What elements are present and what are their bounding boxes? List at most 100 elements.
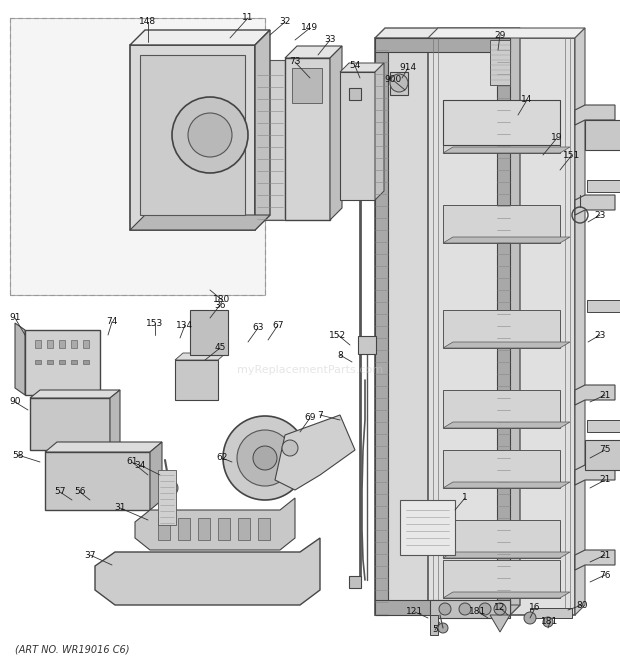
Text: 29: 29 bbox=[494, 30, 506, 40]
Polygon shape bbox=[275, 415, 355, 490]
Text: 61: 61 bbox=[126, 457, 138, 467]
Bar bbox=[358, 336, 376, 354]
Text: 45: 45 bbox=[215, 344, 226, 352]
Bar bbox=[71, 340, 77, 348]
Text: 76: 76 bbox=[600, 570, 611, 580]
Polygon shape bbox=[587, 180, 620, 192]
Polygon shape bbox=[30, 398, 110, 450]
Circle shape bbox=[162, 480, 178, 496]
Circle shape bbox=[253, 446, 277, 470]
Polygon shape bbox=[285, 58, 330, 220]
Text: 57: 57 bbox=[55, 488, 66, 496]
Polygon shape bbox=[175, 360, 218, 400]
Bar bbox=[349, 88, 361, 100]
Text: 14: 14 bbox=[521, 95, 533, 104]
Circle shape bbox=[524, 612, 536, 624]
Text: 37: 37 bbox=[84, 551, 95, 559]
Text: 32: 32 bbox=[280, 17, 291, 26]
Polygon shape bbox=[585, 440, 620, 470]
Polygon shape bbox=[285, 46, 342, 58]
Text: 11: 11 bbox=[242, 13, 254, 22]
Polygon shape bbox=[443, 237, 570, 243]
Polygon shape bbox=[443, 115, 560, 153]
Polygon shape bbox=[443, 422, 570, 428]
Polygon shape bbox=[110, 390, 120, 450]
Polygon shape bbox=[510, 28, 520, 615]
Polygon shape bbox=[150, 442, 162, 510]
Text: 19: 19 bbox=[551, 134, 563, 143]
Bar bbox=[158, 518, 170, 540]
Text: 21: 21 bbox=[600, 475, 611, 485]
Polygon shape bbox=[443, 147, 570, 153]
Polygon shape bbox=[587, 300, 620, 312]
Polygon shape bbox=[587, 420, 620, 432]
Circle shape bbox=[602, 130, 612, 140]
Bar bbox=[158, 470, 176, 525]
Text: 31: 31 bbox=[114, 504, 126, 512]
Polygon shape bbox=[375, 28, 520, 38]
Polygon shape bbox=[443, 342, 570, 348]
Polygon shape bbox=[375, 38, 510, 615]
Polygon shape bbox=[428, 28, 585, 38]
Text: 151: 151 bbox=[564, 151, 580, 159]
Polygon shape bbox=[45, 442, 162, 452]
Text: 54: 54 bbox=[349, 61, 361, 71]
Text: 75: 75 bbox=[600, 446, 611, 455]
Circle shape bbox=[237, 430, 293, 486]
Text: 12: 12 bbox=[494, 603, 506, 613]
Polygon shape bbox=[255, 60, 285, 220]
Polygon shape bbox=[443, 520, 560, 558]
Text: 34: 34 bbox=[135, 461, 146, 469]
Polygon shape bbox=[585, 120, 620, 150]
Circle shape bbox=[439, 603, 451, 615]
Circle shape bbox=[188, 113, 232, 157]
Text: 900: 900 bbox=[384, 75, 402, 85]
Polygon shape bbox=[25, 330, 100, 395]
Polygon shape bbox=[375, 38, 388, 615]
Polygon shape bbox=[130, 45, 255, 230]
Polygon shape bbox=[443, 205, 560, 243]
Bar bbox=[258, 518, 270, 540]
Text: 16: 16 bbox=[529, 603, 541, 613]
Text: 23: 23 bbox=[595, 330, 606, 340]
Bar bbox=[35, 360, 41, 364]
Text: 21: 21 bbox=[600, 551, 611, 559]
Polygon shape bbox=[15, 323, 25, 395]
Circle shape bbox=[223, 416, 307, 500]
Polygon shape bbox=[340, 72, 375, 200]
Bar bbox=[430, 600, 510, 618]
Polygon shape bbox=[443, 390, 560, 428]
Polygon shape bbox=[490, 40, 510, 85]
Text: 90: 90 bbox=[9, 397, 20, 407]
Bar bbox=[238, 518, 250, 540]
Polygon shape bbox=[30, 390, 120, 398]
Text: 914: 914 bbox=[399, 63, 417, 73]
Polygon shape bbox=[375, 600, 510, 615]
Polygon shape bbox=[575, 195, 615, 215]
Circle shape bbox=[172, 97, 248, 173]
Text: 152: 152 bbox=[329, 330, 347, 340]
Polygon shape bbox=[95, 538, 320, 605]
Polygon shape bbox=[443, 482, 570, 488]
Text: 67: 67 bbox=[272, 321, 284, 329]
Text: 73: 73 bbox=[290, 58, 301, 67]
Text: 74: 74 bbox=[106, 317, 118, 327]
Bar bbox=[218, 518, 230, 540]
Text: 62: 62 bbox=[216, 453, 228, 463]
Polygon shape bbox=[575, 465, 615, 485]
Polygon shape bbox=[443, 552, 570, 558]
Bar bbox=[178, 518, 190, 540]
Bar bbox=[198, 518, 210, 540]
Polygon shape bbox=[175, 353, 226, 360]
Text: 134: 134 bbox=[177, 321, 193, 329]
Polygon shape bbox=[443, 592, 570, 598]
Text: 56: 56 bbox=[74, 488, 86, 496]
Bar bbox=[430, 615, 438, 635]
Polygon shape bbox=[130, 30, 270, 45]
Bar bbox=[35, 340, 41, 348]
Text: myReplacementParts.com: myReplacementParts.com bbox=[237, 365, 383, 375]
Bar bbox=[59, 340, 65, 348]
Polygon shape bbox=[575, 28, 585, 615]
Text: 7: 7 bbox=[317, 410, 323, 420]
Polygon shape bbox=[490, 615, 510, 632]
